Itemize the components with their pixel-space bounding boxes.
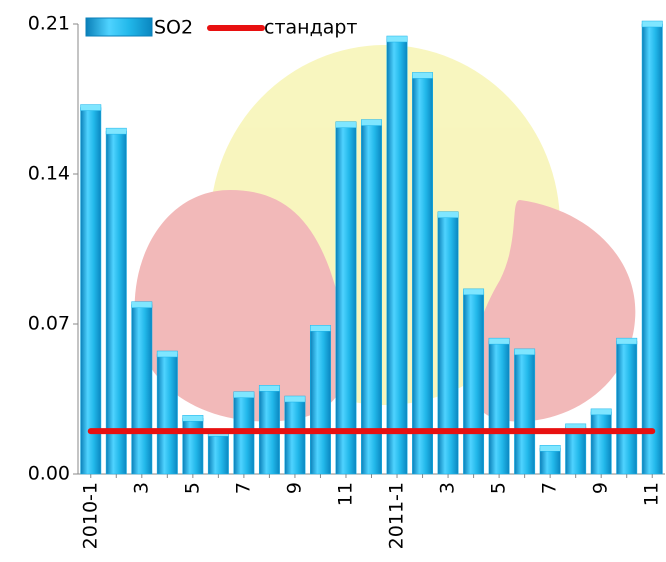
legend: SO2 стандарт [85, 17, 358, 39]
bar [386, 38, 408, 475]
bar-cap [463, 288, 485, 296]
bar [437, 214, 459, 475]
legend-swatch [85, 17, 153, 37]
x-tick-label: 7 [232, 482, 254, 494]
bar [80, 107, 102, 475]
x-tick-label: 11 [334, 482, 356, 506]
legend-label: стандарт [264, 17, 358, 39]
bar-cap [131, 301, 153, 308]
bar [514, 351, 536, 475]
x-tick-label: 11 [641, 482, 663, 506]
bar-cap [616, 337, 638, 345]
bar [182, 418, 204, 475]
bar [412, 75, 434, 475]
x-tick-label: 3 [130, 482, 152, 494]
bar [207, 433, 229, 475]
bar-cap [105, 127, 127, 135]
bar-cap [412, 72, 434, 79]
bar-cap [258, 385, 280, 392]
bar [641, 23, 663, 475]
bar [539, 448, 561, 475]
bar-cap [641, 20, 663, 28]
x-tick-label: 5 [181, 482, 203, 494]
bar [131, 304, 153, 475]
bar [361, 122, 382, 475]
bar [156, 353, 178, 475]
y-tick-label: 0.14 [28, 163, 70, 185]
bar [463, 291, 485, 475]
x-tick-label: 5 [488, 482, 510, 494]
bar-cap [80, 104, 102, 111]
bar-cap [488, 337, 510, 345]
bar [590, 411, 612, 475]
y-tick-label: 0.21 [28, 13, 70, 35]
x-tick-label: 9 [590, 482, 612, 494]
bar-cap [335, 121, 357, 128]
bar-cap [386, 35, 408, 43]
y-tick-label: 0.00 [28, 463, 70, 485]
x-tick-label: 3 [437, 482, 459, 494]
bar-cap [284, 395, 306, 403]
bar [335, 124, 357, 475]
bar [284, 398, 306, 475]
x-tick-label: 9 [283, 482, 305, 494]
legend-label: SO2 [154, 17, 193, 39]
bar [488, 340, 510, 475]
bar-cap [156, 350, 178, 358]
bar-cap [182, 415, 204, 422]
bar-cap [309, 325, 331, 332]
bar-cap [514, 348, 536, 356]
x-tick-label: 7 [539, 482, 561, 494]
y-tick-label: 0.07 [28, 313, 70, 335]
bar-cap [590, 408, 612, 416]
x-tick-label: 2011-1 [386, 482, 408, 549]
bar-cap [539, 445, 561, 452]
bar [309, 328, 331, 475]
bar [105, 130, 127, 475]
bar [616, 340, 638, 475]
background-decoration [134, 45, 636, 422]
x-tick-label: 2010-1 [79, 482, 101, 549]
bar-cap [361, 119, 382, 126]
bar-cap [437, 211, 459, 218]
bar-cap [233, 391, 255, 398]
bar [233, 394, 255, 475]
